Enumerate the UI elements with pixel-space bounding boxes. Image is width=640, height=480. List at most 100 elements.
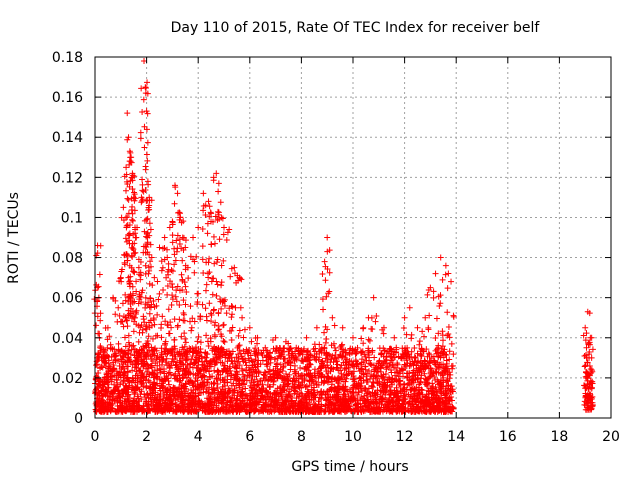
band-point — [417, 357, 424, 364]
band-point — [240, 391, 247, 398]
band-point — [292, 388, 299, 395]
band-point — [164, 362, 171, 369]
data-point — [195, 224, 202, 231]
band-point — [190, 382, 197, 389]
data-point — [171, 200, 178, 207]
band-point — [441, 367, 448, 374]
data-point — [124, 323, 131, 330]
data-point — [204, 338, 211, 345]
data-point — [370, 294, 377, 301]
data-point — [158, 267, 165, 274]
band-point — [248, 377, 255, 384]
band-point — [242, 359, 249, 366]
data-point — [416, 338, 423, 345]
data-point — [321, 258, 328, 265]
band-point — [233, 363, 240, 370]
data-point — [213, 292, 220, 299]
data-point — [368, 325, 375, 332]
data-point — [182, 339, 189, 346]
data-point — [154, 278, 161, 285]
data-point — [442, 262, 449, 269]
data-point — [199, 243, 206, 250]
band-point — [240, 355, 247, 362]
band-point — [355, 407, 362, 414]
band-point — [239, 367, 246, 374]
data-point — [401, 314, 408, 321]
band-point — [433, 386, 440, 393]
data-point — [406, 304, 413, 311]
data-point — [215, 188, 222, 195]
data-point — [144, 157, 151, 164]
data-point — [208, 241, 215, 248]
data-point — [210, 306, 217, 313]
band-point — [450, 351, 457, 358]
band-point — [316, 354, 323, 361]
band-point — [187, 360, 194, 367]
data-point — [120, 204, 127, 211]
data-point — [142, 163, 149, 170]
band-point — [189, 353, 196, 360]
band-point — [312, 345, 319, 352]
band-point — [123, 375, 130, 382]
data-point — [424, 291, 431, 298]
data-point — [240, 334, 247, 341]
band-point — [395, 396, 402, 403]
y-tick-label: 0.06 — [52, 291, 83, 307]
band-point — [351, 381, 358, 388]
band-point — [107, 402, 114, 409]
band-point — [371, 354, 378, 361]
data-point — [161, 341, 168, 348]
data-point — [169, 232, 176, 239]
data-point — [93, 322, 100, 329]
data-point — [120, 323, 127, 330]
band-point — [371, 368, 378, 375]
band-point — [362, 366, 369, 373]
band-point — [217, 371, 224, 378]
band-point — [384, 400, 391, 407]
band-point — [228, 382, 235, 389]
data-point — [211, 331, 218, 338]
data-point — [181, 317, 188, 324]
chart-title: Day 110 of 2015, Rate Of TEC Index for r… — [171, 20, 541, 36]
band-point — [113, 372, 120, 379]
data-point — [360, 325, 367, 332]
y-tick-label: 0.16 — [52, 90, 83, 106]
data-point — [144, 139, 151, 146]
data-point — [322, 339, 329, 346]
data-point — [206, 269, 213, 276]
band-point — [443, 382, 450, 389]
data-point — [144, 178, 151, 185]
data-point — [135, 338, 142, 345]
band-point — [364, 390, 371, 397]
data-point — [128, 154, 135, 161]
band-point — [198, 389, 205, 396]
band-point — [426, 360, 433, 367]
band-point — [402, 395, 409, 402]
band-point — [186, 378, 193, 385]
data-point — [195, 333, 202, 340]
data-point — [437, 300, 444, 307]
band-point — [302, 356, 309, 363]
band-point — [254, 352, 261, 359]
data-point — [143, 197, 150, 204]
data-point — [137, 129, 144, 136]
band-point — [440, 349, 447, 356]
data-point — [208, 318, 215, 325]
band-point — [138, 381, 145, 388]
band-point — [219, 359, 226, 366]
x-tick-label: 2 — [142, 429, 151, 445]
data-point — [433, 315, 440, 322]
band-point — [335, 380, 342, 387]
data-points — [91, 58, 596, 415]
band-point — [98, 387, 105, 394]
band-point — [361, 392, 368, 399]
data-point — [228, 337, 235, 344]
band-point — [282, 376, 289, 383]
data-point — [169, 268, 176, 275]
band-point — [280, 379, 287, 386]
band-point — [285, 352, 292, 358]
data-point — [582, 352, 589, 359]
band-point — [277, 373, 284, 380]
data-point — [159, 313, 166, 320]
band-point — [161, 407, 168, 414]
